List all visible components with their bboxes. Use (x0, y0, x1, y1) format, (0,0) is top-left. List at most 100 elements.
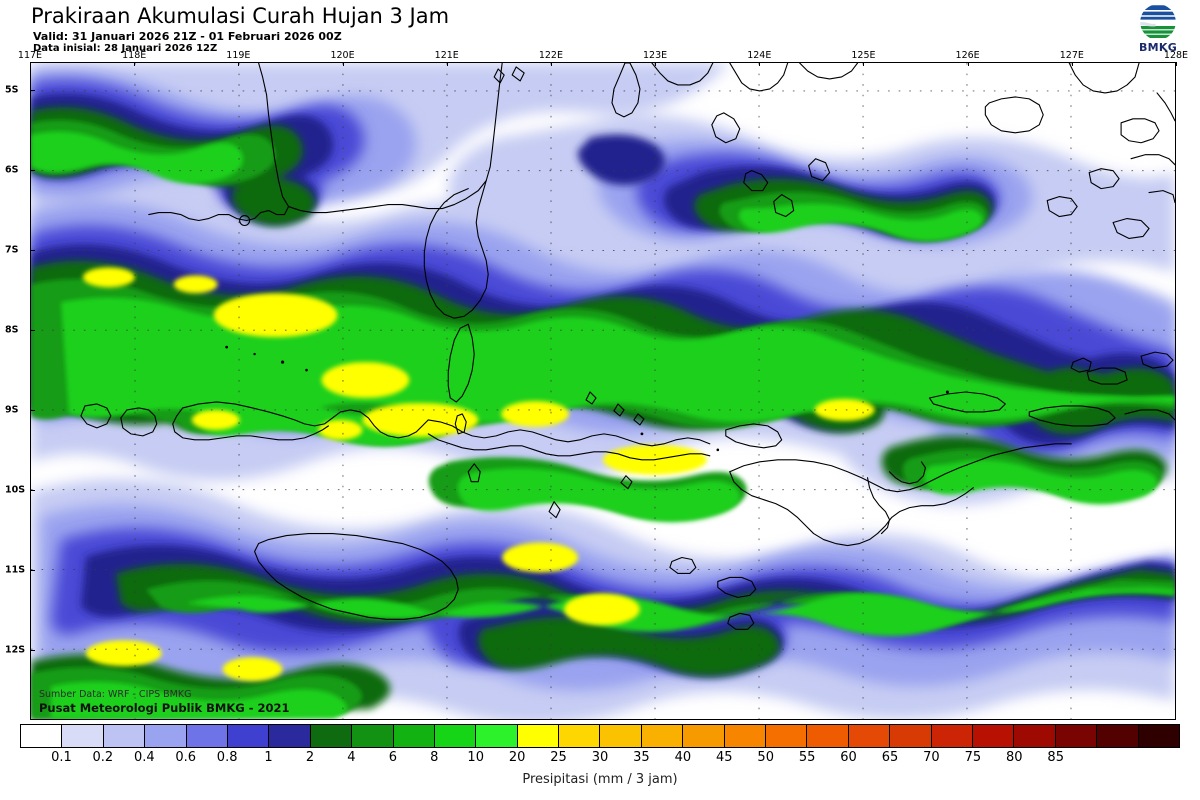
colorbar[interactable]: 0.1 0.2 0.4 0.6 0.8 1 2 4 6 8 10 20 25 30 35 40 45 50 55 60… (20, 724, 1180, 765)
colorbar-tick-label: 30 (591, 750, 609, 765)
page-title: Prakiraan Akumulasi Curah Hujan 3 Jam (31, 4, 450, 28)
colorbar-swatches[interactable] (20, 724, 1180, 748)
colorbar-cell (186, 725, 228, 747)
lat-tick-label: 12S (5, 644, 26, 656)
colorbar-cell (600, 725, 642, 747)
colorbar-cell (766, 725, 808, 747)
lon-tick-mark (134, 62, 136, 66)
lat-tick-mark (30, 410, 35, 411)
colorbar-cell (227, 725, 270, 747)
colorbar-tick-label: 6 (388, 750, 397, 765)
lat-tick-label: 8S (5, 324, 19, 336)
colorbar-cell (807, 725, 849, 747)
colorbar-cell (1055, 725, 1098, 747)
colorbar-cell (1014, 725, 1056, 747)
colorbar-cell (352, 725, 394, 747)
colorbar-tick-label: 4 (347, 750, 356, 765)
lat-tick-label: 6S (5, 164, 19, 176)
lon-tick-mark (550, 62, 552, 66)
colorbar-tick-label: 50 (757, 750, 774, 765)
lon-tick-label: 125E (851, 50, 876, 61)
colorbar-cell (848, 725, 891, 747)
lon-tick-label: 128E (1163, 50, 1189, 61)
coastlines (80, 63, 1175, 630)
colorbar-cell (683, 725, 725, 747)
bmkg-globe-icon (1139, 2, 1177, 41)
colorbar-tick-label: 60 (840, 750, 857, 765)
lon-tick-mark (759, 62, 761, 66)
lon-tick-label: 121E (434, 50, 459, 61)
colorbar-tick-label: 80 (1006, 750, 1023, 765)
colorbar-cell (21, 725, 63, 747)
colorbar-tick-label: 65 (881, 750, 899, 765)
precipitation-contours (31, 63, 1175, 719)
lon-tick-mark (342, 62, 344, 66)
lon-tick-label: 120E (330, 50, 355, 61)
colorbar-cell (62, 725, 104, 747)
colorbar-tick-label: 0.6 (175, 750, 197, 765)
colorbar-label: Presipitasi (mm / 3 jam) (522, 772, 678, 787)
lon-tick-label: 122E (538, 50, 563, 61)
lat-tick-label: 5S (5, 84, 19, 96)
colorbar-cell (724, 725, 767, 747)
lon-tick-mark (30, 62, 31, 66)
lat-tick-mark (30, 90, 35, 91)
colorbar-tick-label: 75 (964, 750, 982, 765)
lat-tick-mark (30, 490, 35, 491)
lat-tick-mark (30, 250, 35, 251)
colorbar-tick-label: 0.8 (216, 750, 238, 765)
lon-tick-mark (1176, 62, 1177, 66)
colorbar-tick-label: 8 (430, 750, 439, 765)
lon-tick-mark (655, 62, 657, 66)
colorbar-tick-label: 10 (467, 750, 484, 765)
colorbar-cell (972, 725, 1015, 747)
colorbar-cell (1097, 725, 1139, 747)
colorbar-cell (1138, 725, 1179, 747)
lat-tick-label: 10S (5, 484, 26, 496)
lon-tick-mark (238, 62, 240, 66)
colorbar-cell (931, 725, 973, 747)
colorbar-cell (559, 725, 601, 747)
colorbar-cell (434, 725, 477, 747)
credit-owner: Pusat Meteorologi Publik BMKG - 2021 (39, 701, 290, 715)
initial-data-text: Data inisial: 28 Januari 2026 12Z (33, 43, 218, 54)
colorbar-cell (310, 725, 353, 747)
colorbar-cell (517, 725, 560, 747)
lat-tick-label: 9S (5, 404, 19, 416)
colorbar-tick-label: 0.2 (92, 750, 114, 765)
colorbar-tick-label: 45 (716, 750, 733, 765)
colorbar-cell (269, 725, 311, 747)
colorbar-cell (393, 725, 435, 747)
colorbar-cell (145, 725, 187, 747)
lon-tick-mark (863, 62, 865, 66)
colorbar-cell (641, 725, 684, 747)
colorbar-tick-label: 70 (923, 750, 940, 765)
map-gridlines (31, 63, 1175, 719)
lon-tick-mark (1071, 62, 1073, 66)
colorbar-cell (103, 725, 146, 747)
lon-tick-label: 118E (122, 50, 147, 61)
lat-tick-mark (30, 330, 35, 331)
lon-tick-mark (446, 62, 448, 66)
colorbar-tick-label: 1 (264, 750, 273, 765)
lon-tick-label: 123E (643, 50, 668, 61)
lat-tick-label: 7S (5, 244, 19, 256)
bmkg-logo-text: BMKG (1138, 41, 1178, 54)
colorbar-tick-label: 25 (550, 750, 567, 765)
lat-tick-label: 11S (5, 564, 26, 576)
colorbar-tick-label: 55 (798, 750, 816, 765)
valid-period-text: Valid: 31 Januari 2026 21Z - 01 Februari… (33, 30, 342, 43)
precipitation-map[interactable]: Sumber Data: WRF - CIPS BMKG Pusat Meteo… (30, 62, 1176, 720)
lat-tick-mark (30, 170, 35, 171)
lon-tick-label: 117E (17, 50, 43, 61)
header: Prakiraan Akumulasi Curah Hujan 3 Jam Va… (0, 0, 1200, 62)
colorbar-tick-label: 0.1 (51, 750, 72, 765)
colorbar-tick-label: 20 (508, 750, 526, 765)
lat-tick-mark (30, 570, 35, 571)
colorbar-tick-label: 35 (633, 750, 650, 765)
lon-tick-label: 126E (955, 50, 980, 61)
colorbar-cell (476, 725, 518, 747)
lon-tick-mark (967, 62, 969, 66)
colorbar-tick-label: 85 (1047, 750, 1064, 765)
colorbar-tick-label: 0.4 (133, 750, 155, 765)
